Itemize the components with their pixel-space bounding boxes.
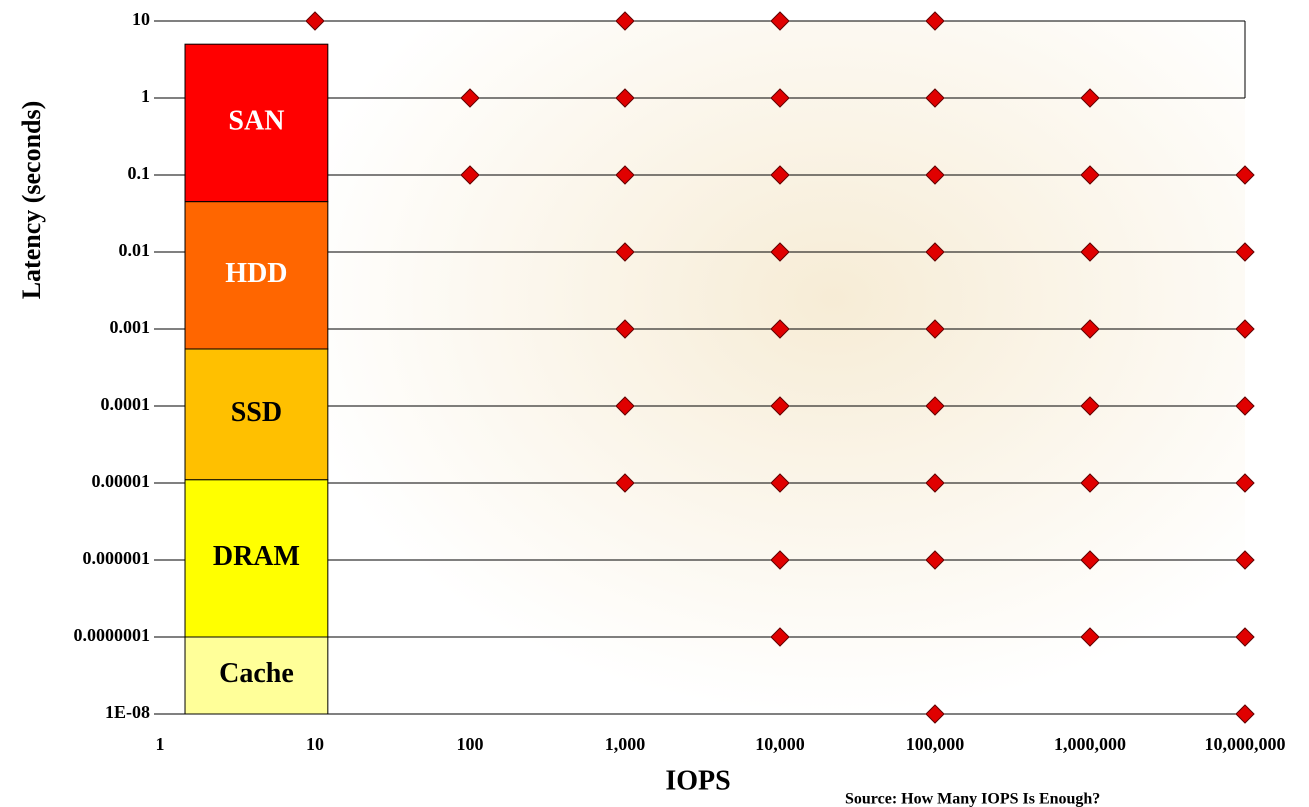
y-tick-label: 0.0001 xyxy=(101,394,151,414)
data-point xyxy=(1235,242,1255,262)
data-point xyxy=(925,165,945,185)
data-point xyxy=(615,11,635,31)
data-point xyxy=(770,11,790,31)
data-point xyxy=(925,704,945,724)
band xyxy=(184,201,329,350)
y-tick-label: 0.000001 xyxy=(83,548,151,568)
y-tick-label: 1 xyxy=(141,86,150,106)
data-point xyxy=(925,88,945,108)
data-point xyxy=(925,550,945,570)
x-tick-label: 100 xyxy=(457,734,484,754)
data-point xyxy=(615,319,635,339)
data-point xyxy=(925,473,945,493)
data-point xyxy=(770,88,790,108)
data-point xyxy=(1080,396,1100,416)
x-tick-label: 10,000 xyxy=(755,734,805,754)
band-label: SAN xyxy=(228,105,284,136)
y-axis-label: Latency (seconds) xyxy=(17,101,46,300)
data-point xyxy=(1235,319,1255,339)
x-tick-label: 100,000 xyxy=(906,734,965,754)
x-tick-label: 10,000,000 xyxy=(1205,734,1286,754)
x-tick-label: 10 xyxy=(306,734,324,754)
data-point xyxy=(1080,88,1100,108)
x-tick-label: 1,000,000 xyxy=(1054,734,1126,754)
data-point xyxy=(615,165,635,185)
data-point xyxy=(1235,473,1255,493)
data-point xyxy=(925,242,945,262)
data-point xyxy=(925,319,945,339)
band-label: HDD xyxy=(225,258,287,289)
data-point xyxy=(1080,473,1100,493)
band xyxy=(184,636,329,715)
data-point xyxy=(1080,319,1100,339)
data-point xyxy=(770,396,790,416)
data-point xyxy=(615,88,635,108)
data-point xyxy=(770,627,790,647)
data-point xyxy=(615,242,635,262)
y-tick-label: 0.00001 xyxy=(92,471,151,491)
data-point xyxy=(1235,704,1255,724)
data-point xyxy=(1080,627,1100,647)
band-label: DRAM xyxy=(213,541,300,572)
x-tick-label: 1 xyxy=(156,734,165,754)
data-point xyxy=(770,319,790,339)
y-tick-label: 0.0000001 xyxy=(74,625,151,645)
data-point xyxy=(770,550,790,570)
y-tick-label: 1E-08 xyxy=(105,702,150,722)
data-point xyxy=(305,11,325,31)
source-note: Source: How Many IOPS Is Enough? xyxy=(845,791,1100,807)
data-point xyxy=(925,396,945,416)
data-point xyxy=(460,165,480,185)
band xyxy=(184,348,329,481)
band xyxy=(184,479,329,638)
x-axis-label: IOPS xyxy=(665,765,730,796)
data-point xyxy=(770,165,790,185)
data-point xyxy=(770,473,790,493)
data-point xyxy=(1235,627,1255,647)
data-point xyxy=(1235,550,1255,570)
data-point xyxy=(615,396,635,416)
band-label: Cache xyxy=(219,658,294,689)
data-point xyxy=(1080,165,1100,185)
data-point xyxy=(1080,242,1100,262)
y-tick-label: 10 xyxy=(132,9,150,29)
x-tick-label: 1,000 xyxy=(605,734,646,754)
background xyxy=(330,21,1245,714)
data-point xyxy=(1080,550,1100,570)
data-point xyxy=(460,88,480,108)
data-point xyxy=(925,11,945,31)
y-tick-label: 0.1 xyxy=(128,163,151,183)
band xyxy=(184,43,329,203)
y-tick-label: 0.01 xyxy=(119,240,151,260)
data-point xyxy=(615,473,635,493)
data-point xyxy=(1235,396,1255,416)
y-tick-label: 0.001 xyxy=(110,317,151,337)
data-point xyxy=(1235,165,1255,185)
data-point xyxy=(770,242,790,262)
band-label: SSD xyxy=(231,397,282,428)
